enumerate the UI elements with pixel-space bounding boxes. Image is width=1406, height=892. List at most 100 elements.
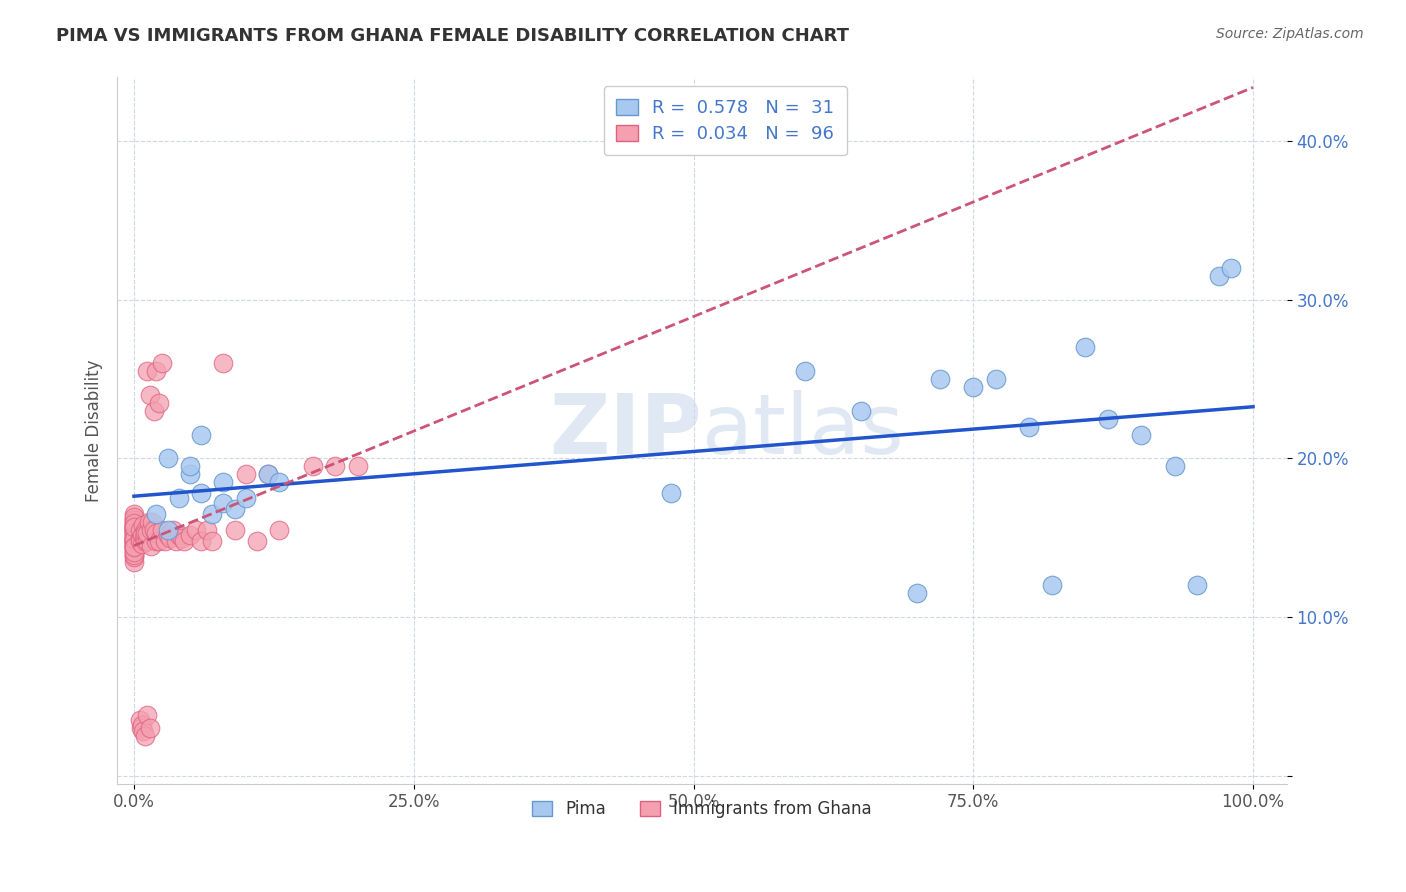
Point bbox=[136, 708, 159, 723]
Point bbox=[122, 537, 145, 551]
Point bbox=[122, 516, 145, 531]
Point bbox=[167, 491, 190, 505]
Point bbox=[150, 523, 173, 537]
Point bbox=[122, 533, 145, 548]
Point bbox=[122, 533, 145, 548]
Point bbox=[224, 502, 246, 516]
Point bbox=[905, 586, 928, 600]
Point bbox=[122, 543, 145, 558]
Point bbox=[122, 511, 145, 525]
Point bbox=[928, 372, 950, 386]
Point bbox=[269, 475, 291, 490]
Point bbox=[302, 459, 325, 474]
Point bbox=[134, 525, 156, 540]
Point bbox=[190, 486, 212, 500]
Point bbox=[148, 396, 170, 410]
Point bbox=[128, 531, 150, 545]
Point bbox=[962, 380, 984, 394]
Point bbox=[122, 523, 145, 537]
Point bbox=[122, 519, 145, 533]
Point bbox=[122, 527, 145, 541]
Point bbox=[122, 539, 145, 553]
Point bbox=[122, 541, 145, 556]
Point bbox=[138, 388, 160, 402]
Point bbox=[212, 356, 235, 370]
Point bbox=[156, 523, 179, 537]
Point bbox=[1074, 340, 1097, 354]
Point bbox=[1130, 427, 1153, 442]
Point bbox=[138, 515, 160, 529]
Text: Source: ZipAtlas.com: Source: ZipAtlas.com bbox=[1216, 27, 1364, 41]
Text: atlas: atlas bbox=[702, 390, 904, 471]
Point bbox=[212, 496, 235, 510]
Point bbox=[131, 537, 153, 551]
Point bbox=[122, 531, 145, 545]
Point bbox=[122, 529, 145, 543]
Point bbox=[122, 555, 145, 569]
Point bbox=[190, 427, 212, 442]
Point bbox=[1018, 419, 1040, 434]
Point bbox=[134, 729, 156, 743]
Point bbox=[145, 533, 167, 548]
Point bbox=[257, 467, 280, 482]
Point bbox=[139, 539, 162, 553]
Point bbox=[794, 364, 817, 378]
Point bbox=[325, 459, 347, 474]
Point bbox=[136, 364, 159, 378]
Point bbox=[122, 535, 145, 549]
Point bbox=[128, 713, 150, 727]
Point bbox=[346, 459, 368, 474]
Point bbox=[122, 549, 145, 564]
Point bbox=[190, 533, 212, 548]
Point bbox=[1097, 411, 1119, 425]
Point bbox=[148, 533, 170, 548]
Point bbox=[212, 475, 235, 490]
Point bbox=[122, 547, 145, 561]
Point bbox=[132, 531, 155, 545]
Point bbox=[122, 545, 145, 559]
Point bbox=[269, 523, 291, 537]
Text: ZIP: ZIP bbox=[550, 390, 702, 471]
Point bbox=[173, 533, 195, 548]
Legend: Pima, Immigrants from Ghana: Pima, Immigrants from Ghana bbox=[526, 794, 879, 825]
Point bbox=[122, 510, 145, 524]
Point bbox=[1185, 578, 1208, 592]
Point bbox=[122, 533, 145, 548]
Point bbox=[128, 533, 150, 548]
Point bbox=[659, 486, 682, 500]
Point bbox=[122, 531, 145, 545]
Point bbox=[201, 533, 224, 548]
Point bbox=[145, 364, 167, 378]
Point bbox=[156, 451, 179, 466]
Point bbox=[132, 518, 155, 533]
Point bbox=[129, 721, 152, 735]
Point bbox=[122, 523, 145, 537]
Point bbox=[134, 523, 156, 537]
Point bbox=[984, 372, 1007, 386]
Point bbox=[1208, 268, 1230, 283]
Point bbox=[122, 521, 145, 535]
Point bbox=[224, 523, 246, 537]
Point bbox=[143, 403, 166, 417]
Point bbox=[172, 531, 194, 545]
Point bbox=[122, 533, 145, 547]
Point bbox=[257, 467, 280, 482]
Point bbox=[1040, 578, 1063, 592]
Point bbox=[179, 527, 201, 541]
Point bbox=[1163, 459, 1185, 474]
Point bbox=[179, 467, 201, 482]
Point bbox=[122, 518, 145, 533]
Point bbox=[201, 507, 224, 521]
Point bbox=[143, 523, 166, 537]
Point bbox=[179, 459, 201, 474]
Point bbox=[141, 515, 163, 529]
Point bbox=[162, 523, 184, 537]
Point bbox=[235, 491, 257, 505]
Point bbox=[132, 724, 155, 739]
Point bbox=[138, 721, 160, 735]
Point bbox=[150, 356, 173, 370]
Point bbox=[1219, 260, 1241, 275]
Point bbox=[235, 467, 257, 482]
Point bbox=[246, 533, 269, 548]
Point bbox=[122, 521, 145, 535]
